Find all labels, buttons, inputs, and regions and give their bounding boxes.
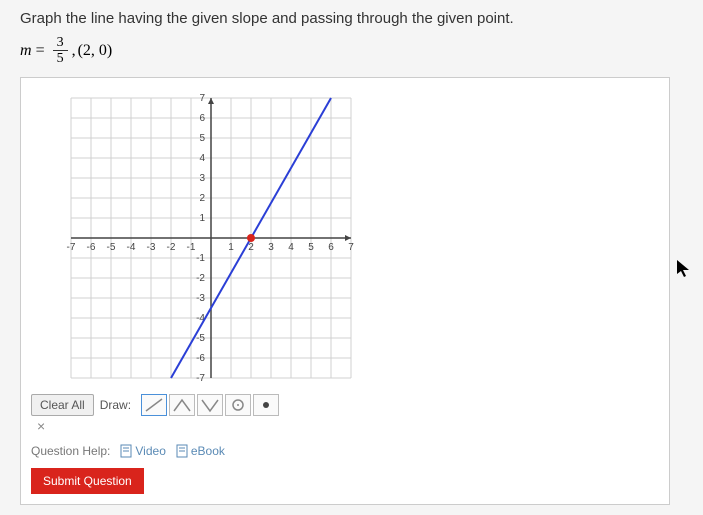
slope-fraction: 3 5 (53, 35, 68, 67)
svg-text:5: 5 (199, 133, 205, 144)
draw-tools (141, 394, 279, 416)
svg-text:-2: -2 (196, 273, 205, 284)
svg-text:4: 4 (199, 153, 205, 164)
svg-text:5: 5 (308, 242, 314, 253)
svg-text:-7: -7 (196, 373, 205, 384)
tool-line[interactable] (141, 394, 167, 416)
dot-icon (256, 397, 276, 413)
close-button[interactable]: × (31, 416, 659, 436)
document-icon (176, 444, 188, 458)
svg-text:1: 1 (199, 213, 205, 224)
tool-closed-point[interactable] (253, 394, 279, 416)
valley-icon (200, 397, 220, 413)
svg-text:-1: -1 (187, 242, 196, 253)
submit-button[interactable]: Submit Question (31, 468, 144, 494)
comma-sep: , (72, 42, 76, 60)
svg-text:2: 2 (248, 242, 254, 253)
video-link-label: Video (135, 444, 165, 458)
tool-open-point[interactable] (225, 394, 251, 416)
svg-text:3: 3 (199, 173, 205, 184)
svg-text:-2: -2 (167, 242, 176, 253)
peak-icon (172, 397, 192, 413)
slope-numerator: 3 (53, 35, 68, 51)
svg-text:1: 1 (228, 242, 234, 253)
svg-text:-7: -7 (67, 242, 76, 253)
svg-text:-3: -3 (147, 242, 156, 253)
svg-text:-6: -6 (87, 242, 96, 253)
tool-peak[interactable] (169, 394, 195, 416)
slope-var: m (20, 42, 32, 60)
help-row: Question Help: Video eBook (31, 444, 659, 458)
svg-text:-5: -5 (107, 242, 116, 253)
svg-text:-6: -6 (196, 353, 205, 364)
svg-text:7: 7 (348, 242, 354, 253)
ebook-link[interactable]: eBook (176, 444, 225, 458)
document-icon (120, 444, 132, 458)
svg-text:4: 4 (288, 242, 294, 253)
line-icon (144, 397, 164, 413)
svg-text:7: 7 (199, 93, 205, 104)
clear-all-button[interactable]: Clear All (31, 394, 94, 416)
svg-text:3: 3 (268, 242, 274, 253)
cursor-icon (677, 260, 691, 278)
equation: m = 3 5 , (2, 0) (20, 35, 683, 67)
question-text: Graph the line having the given slope an… (20, 10, 683, 27)
tool-valley[interactable] (197, 394, 223, 416)
graph-panel: -7-6-5-4-3-2-11234567-7-6-5-4-3-2-112345… (20, 77, 670, 505)
svg-text:6: 6 (199, 113, 205, 124)
help-label: Question Help: (31, 444, 110, 458)
ebook-link-label: eBook (191, 444, 225, 458)
svg-text:-1: -1 (196, 253, 205, 264)
graph-toolbar: Clear All Draw: (31, 394, 659, 416)
open-circle-icon (228, 397, 248, 413)
point-label: (2, 0) (78, 42, 113, 60)
draw-label: Draw: (100, 398, 131, 412)
svg-text:6: 6 (328, 242, 334, 253)
equals-sign: = (36, 42, 45, 60)
graph-canvas[interactable]: -7-6-5-4-3-2-11234567-7-6-5-4-3-2-112345… (31, 88, 391, 388)
video-link[interactable]: Video (120, 444, 165, 458)
svg-text:2: 2 (199, 193, 205, 204)
svg-text:-3: -3 (196, 293, 205, 304)
slope-denominator: 5 (53, 51, 68, 66)
svg-text:-4: -4 (127, 242, 136, 253)
svg-text:-5: -5 (196, 333, 205, 344)
